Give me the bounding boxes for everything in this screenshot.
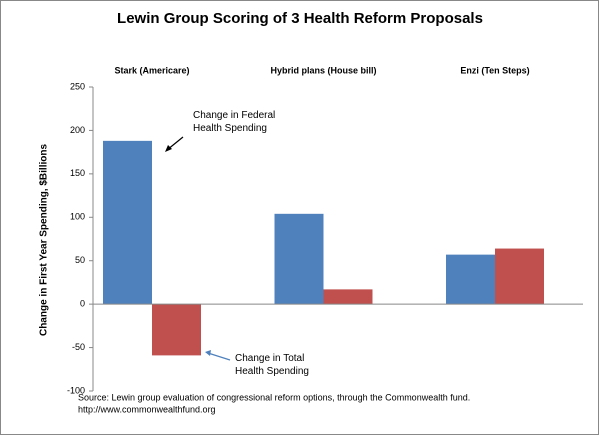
chart-title: Lewin Group Scoring of 3 Health Reform P… <box>117 10 483 27</box>
category-label: Stark (Americare) <box>114 65 189 75</box>
category-label: Enzi (Ten Steps) <box>460 65 529 75</box>
annotation: Change in Federal Health Spending <box>193 110 276 134</box>
y-tick-label: -100 <box>67 385 85 395</box>
y-tick-label: 50 <box>75 255 85 265</box>
bar <box>274 213 324 305</box>
bar <box>103 140 152 305</box>
y-tick-label: 250 <box>70 81 85 91</box>
y-tick-label: 0 <box>80 299 85 309</box>
bar <box>495 248 544 305</box>
y-tick-label: -50 <box>72 342 85 352</box>
y-tick-label: 100 <box>70 212 85 222</box>
source-line: Source: Lewin group evaluation of congre… <box>78 392 470 402</box>
bar <box>152 304 201 356</box>
arrow-head <box>205 350 211 356</box>
annotation: Change in Total Health Spending <box>235 353 309 377</box>
arrow <box>207 352 231 361</box>
arrow-head <box>165 145 172 152</box>
category-label: Hybrid plans (House bill) <box>270 65 376 75</box>
bar <box>323 289 373 305</box>
source-line: http://www.commonwealthfund.org <box>78 404 216 414</box>
y-axis-label: Change in First Year Spending, $Billions <box>39 144 50 337</box>
bar <box>446 254 495 305</box>
y-tick-label: 150 <box>70 168 85 178</box>
y-tick-label: 200 <box>70 125 85 135</box>
